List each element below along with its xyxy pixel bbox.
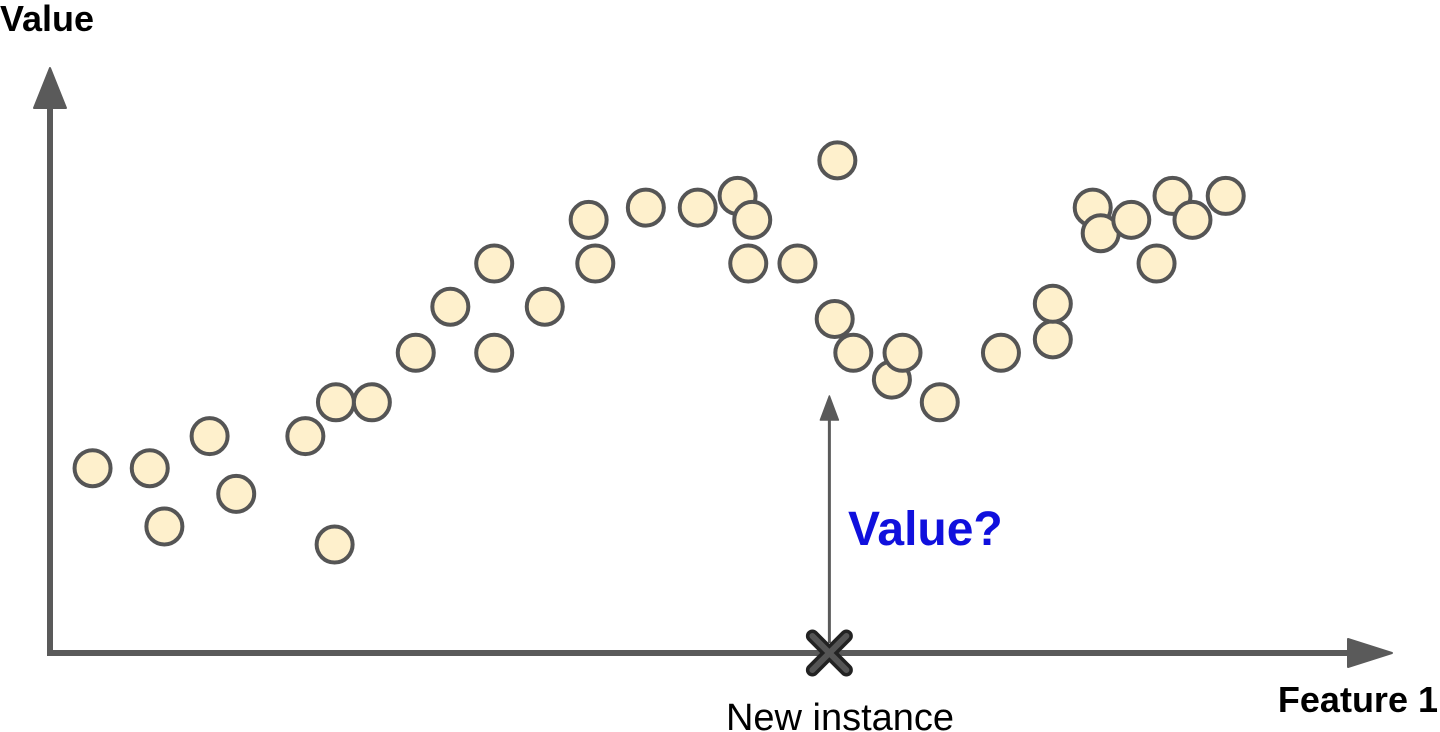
value-question-label: Value? xyxy=(848,503,1003,556)
query-arrow-head xyxy=(819,395,840,421)
data-point xyxy=(285,416,326,457)
data-point xyxy=(919,382,960,423)
data-point xyxy=(575,243,616,284)
axes xyxy=(33,67,1393,668)
data-point xyxy=(814,298,855,339)
data-point xyxy=(351,382,392,423)
data-point xyxy=(129,448,170,489)
x-axis-label: Feature 1 xyxy=(1278,679,1438,720)
data-point xyxy=(395,332,436,373)
data-point xyxy=(568,199,609,240)
new-instance-label: New instance xyxy=(726,697,954,732)
data-point xyxy=(1136,243,1177,284)
x-axis-arrow xyxy=(1347,638,1393,668)
data-point xyxy=(216,473,257,514)
data-point xyxy=(777,243,818,284)
data-point xyxy=(728,243,769,284)
data-point xyxy=(474,243,515,284)
data-point xyxy=(732,199,773,240)
new-instance-marker-inner xyxy=(809,633,850,673)
data-point xyxy=(817,140,858,181)
data-point xyxy=(144,506,185,547)
data-point xyxy=(474,332,515,373)
data-point xyxy=(315,382,356,423)
data-point xyxy=(189,416,230,457)
data-point xyxy=(1111,199,1152,240)
y-axis-label: Value xyxy=(0,0,94,39)
query-annotation xyxy=(805,395,853,677)
data-point xyxy=(72,448,113,489)
data-point xyxy=(980,332,1021,373)
data-point xyxy=(677,187,718,228)
data-point xyxy=(833,332,874,373)
y-axis-arrow xyxy=(33,67,67,109)
data-point xyxy=(1205,175,1246,216)
data-point xyxy=(1172,199,1213,240)
data-point xyxy=(882,332,923,373)
data-point xyxy=(314,524,355,565)
data-point xyxy=(1032,319,1073,360)
data-points xyxy=(72,140,1246,565)
data-point xyxy=(430,286,471,327)
data-point xyxy=(625,187,666,228)
data-point xyxy=(524,286,565,327)
data-point xyxy=(1032,283,1073,324)
